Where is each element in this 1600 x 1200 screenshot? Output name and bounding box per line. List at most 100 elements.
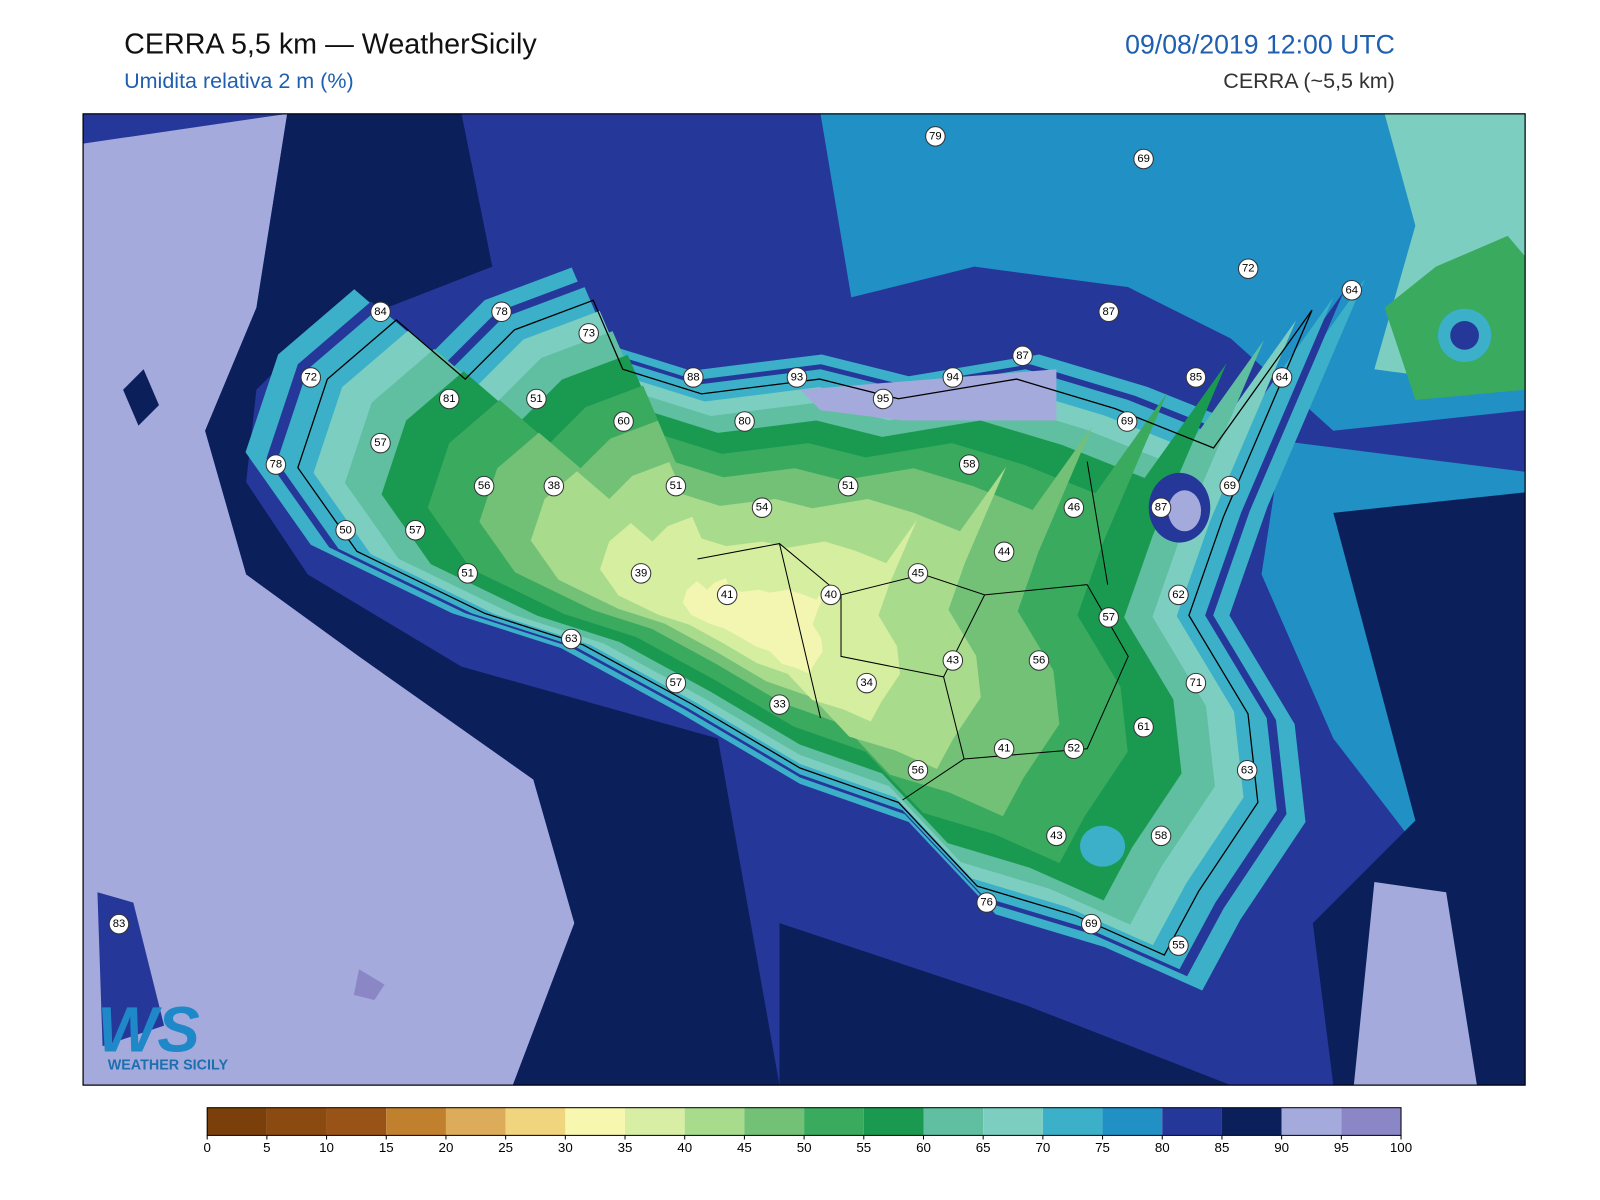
station-value: 51 xyxy=(530,393,543,405)
colorbar-segment xyxy=(1102,1107,1163,1136)
station-marker xyxy=(1185,367,1207,388)
station-value: 79 xyxy=(929,130,942,142)
station: 79 xyxy=(925,126,946,147)
station: 62 xyxy=(1168,584,1189,606)
station: 87 xyxy=(1150,497,1172,518)
station-marker xyxy=(1081,913,1102,935)
station-value: 83 xyxy=(113,918,126,930)
station-value: 95 xyxy=(877,393,890,405)
station-value: 51 xyxy=(670,480,683,492)
station: 45 xyxy=(907,563,929,584)
station: 80 xyxy=(734,411,755,432)
station: 41 xyxy=(716,584,738,606)
station-value: 61 xyxy=(1137,721,1150,733)
logo-text: WEATHER SICILY xyxy=(108,1058,229,1074)
station-value: 58 xyxy=(1155,830,1168,842)
station: 41 xyxy=(993,738,1015,759)
station: 43 xyxy=(1046,825,1067,847)
station: 58 xyxy=(1150,825,1172,847)
station: 69 xyxy=(1116,411,1138,432)
station: 83 xyxy=(108,913,130,935)
station-marker xyxy=(1046,825,1067,847)
colorbar-segment xyxy=(565,1107,626,1136)
station: 71 xyxy=(1185,672,1207,694)
station-value: 78 xyxy=(270,459,283,471)
station-value: 57 xyxy=(409,524,422,536)
station-marker xyxy=(405,519,426,541)
station-marker xyxy=(1098,301,1119,323)
station-marker xyxy=(1063,497,1085,518)
station-value: 87 xyxy=(1102,306,1115,318)
station: 64 xyxy=(1271,367,1293,388)
colorbar-tick-label: 55 xyxy=(856,1140,871,1155)
colorbar-segment xyxy=(1341,1107,1402,1136)
colorbar-tick-label: 45 xyxy=(737,1140,752,1155)
station-marker xyxy=(820,584,842,606)
colorbar-tick-label: 20 xyxy=(439,1140,454,1155)
station: 51 xyxy=(665,475,687,497)
station-marker xyxy=(630,563,652,584)
station-value: 72 xyxy=(1242,263,1255,275)
station-value: 57 xyxy=(374,437,387,449)
station-marker xyxy=(491,301,512,323)
station-value: 41 xyxy=(721,589,734,601)
station-marker xyxy=(578,323,599,344)
colorbar-tick-label: 40 xyxy=(677,1140,692,1155)
station-marker xyxy=(457,563,478,584)
station-value: 64 xyxy=(1276,371,1289,383)
station-value: 80 xyxy=(738,416,751,428)
station-value: 71 xyxy=(1190,677,1203,689)
station: 87 xyxy=(1012,345,1033,367)
colorbar-tick-label: 95 xyxy=(1334,1140,1349,1155)
station-marker xyxy=(942,650,964,671)
station-marker xyxy=(1150,825,1172,847)
station-value: 56 xyxy=(912,764,925,776)
station: 63 xyxy=(1236,759,1258,781)
station: 57 xyxy=(405,519,426,541)
station: 46 xyxy=(1063,497,1085,518)
colorbar: 0 5 10 15 20 25 30 35 40 45 50 55 60 65 70 75 80 85 90 95 10… xyxy=(203,1107,1412,1155)
station-value: 34 xyxy=(860,677,873,689)
colorbar-segment xyxy=(1162,1107,1222,1136)
colorbar-tick-label: 0 xyxy=(203,1140,210,1155)
station-marker xyxy=(786,367,808,388)
station-marker xyxy=(942,367,964,388)
station: 56 xyxy=(473,475,495,497)
station-value: 64 xyxy=(1346,284,1359,296)
station: 43 xyxy=(942,650,964,671)
station-value: 38 xyxy=(548,480,561,492)
station: 34 xyxy=(856,672,877,694)
station: 78 xyxy=(491,301,512,323)
station-marker xyxy=(526,388,547,410)
station: 84 xyxy=(370,301,391,323)
station: 57 xyxy=(665,672,687,694)
colorbar-tick-label: 65 xyxy=(976,1140,991,1155)
station-marker xyxy=(907,759,929,781)
colorbar-segment xyxy=(505,1107,566,1136)
station-marker xyxy=(907,563,929,584)
station-value: 45 xyxy=(912,567,925,579)
station: 38 xyxy=(543,475,565,497)
station-value: 84 xyxy=(374,306,387,318)
colorbar-tick-label: 60 xyxy=(916,1140,931,1155)
station-value: 57 xyxy=(1102,611,1115,623)
colorbar-tick-label: 90 xyxy=(1274,1140,1289,1155)
station: 50 xyxy=(335,519,356,541)
station: 39 xyxy=(630,563,652,584)
station-marker xyxy=(1185,672,1207,694)
station-value: 69 xyxy=(1085,918,1098,930)
station-marker xyxy=(716,584,738,606)
colorbar-tick-label: 35 xyxy=(618,1140,633,1155)
station-value: 33 xyxy=(773,699,786,711)
station-value: 57 xyxy=(670,677,683,689)
station-marker xyxy=(665,475,687,497)
station-value: 44 xyxy=(998,546,1011,558)
station-value: 54 xyxy=(756,502,769,514)
colorbar-segment xyxy=(684,1107,745,1136)
colorbar-segment xyxy=(207,1107,267,1136)
station-value: 39 xyxy=(635,567,648,579)
station-value: 56 xyxy=(478,480,491,492)
station-value: 69 xyxy=(1121,416,1134,428)
station-marker xyxy=(856,672,877,694)
